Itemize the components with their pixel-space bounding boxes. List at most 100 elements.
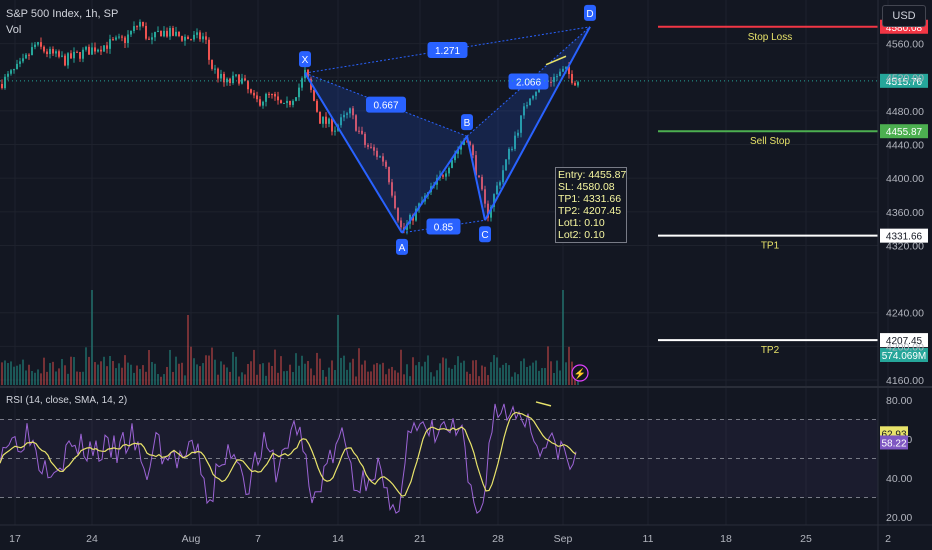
volume-bar: [541, 368, 543, 385]
candle-body: [205, 36, 207, 40]
candle-body: [175, 31, 177, 36]
volume-bar: [487, 375, 489, 385]
candle-body: [394, 195, 396, 209]
volume-bar: [166, 366, 168, 385]
volume-bar: [331, 360, 333, 385]
trade-info-lot2: Lot2: 0.10: [558, 229, 605, 241]
volume-bar: [475, 360, 477, 385]
last-price-tag: [880, 73, 928, 88]
volume-bar: [133, 372, 135, 385]
pattern-point-bg: [461, 114, 473, 131]
volume-bar: [295, 353, 297, 385]
candle-body: [76, 51, 78, 53]
candle-body: [115, 37, 117, 40]
volume-bar: [346, 369, 348, 385]
pattern-ratio-line: [466, 26, 591, 137]
candle-body: [385, 161, 387, 167]
candle-body: [415, 208, 417, 221]
candle-body: [55, 51, 57, 54]
y-tick-label: 4560.00: [886, 39, 924, 51]
candle-body: [4, 76, 6, 89]
candle-body: [43, 46, 45, 52]
candle-body: [148, 38, 150, 40]
ratio-label: 2.066: [516, 77, 541, 88]
candle-body: [280, 100, 282, 104]
volume-bar: [451, 368, 453, 385]
candle-body: [271, 93, 273, 95]
pattern-triangle-bcd: [467, 26, 590, 221]
candle-body: [559, 71, 561, 77]
volume-bar: [445, 358, 447, 385]
candle-body: [502, 170, 504, 183]
candle-body: [40, 42, 42, 47]
y-tick-label: 4360.00: [886, 207, 924, 219]
volume-bar: [409, 376, 411, 385]
candle-body: [457, 149, 459, 154]
candle-body: [286, 100, 288, 103]
volume-bar: [67, 373, 69, 385]
candle-body: [451, 160, 453, 168]
candle-body: [145, 25, 147, 39]
volume-bar: [532, 362, 534, 385]
volume-bar: [4, 360, 6, 385]
candle-body: [301, 78, 303, 88]
x-tick-label: 14: [332, 533, 344, 545]
volume-bar: [136, 365, 138, 385]
level-price-label: 4207.45: [886, 336, 923, 347]
candle-body: [382, 156, 384, 162]
candle-body: [172, 28, 174, 36]
candle-body: [307, 69, 309, 79]
candle-body: [79, 51, 81, 59]
volume-bar: [523, 358, 525, 385]
currency-button[interactable]: USD: [882, 5, 926, 27]
volume-bar: [358, 348, 360, 385]
volume-bar: [49, 363, 51, 385]
volume-bar: [316, 352, 318, 385]
candle-body: [529, 98, 531, 106]
candle-body: [391, 182, 393, 196]
pattern-leg: [401, 135, 468, 234]
candle-body: [526, 105, 528, 107]
ratio-label-bg: [366, 96, 406, 113]
pattern-triangle-xab: [305, 73, 467, 233]
rsi-tick-label: 80.00: [886, 395, 912, 407]
volume-bar: [232, 351, 234, 385]
rsi-ma-value: 62.93: [881, 429, 906, 440]
volume-bar: [175, 356, 177, 385]
candle-body: [220, 73, 222, 79]
trade-info-sl: SL: 4580.08: [558, 181, 615, 193]
volume-bar: [208, 355, 210, 385]
candle-body: [70, 53, 72, 59]
candle-body: [196, 32, 198, 35]
candle-body: [130, 30, 132, 35]
x-tick-label: 28: [492, 533, 504, 545]
volume-bar: [196, 364, 198, 385]
pattern-point-label: A: [399, 243, 406, 254]
volume-bar: [244, 374, 246, 385]
volume-bar: [217, 374, 219, 385]
candle-body: [202, 36, 204, 40]
volume-bar: [460, 362, 462, 385]
candle-body: [250, 89, 252, 93]
volume-bar: [535, 360, 537, 385]
candle-body: [376, 150, 378, 157]
candle-body: [292, 100, 294, 105]
level-name: Sell Stop: [750, 136, 790, 147]
volume-bar: [394, 370, 396, 385]
candle-body: [61, 55, 63, 57]
volume-bar: [34, 372, 36, 385]
candle-body: [118, 36, 120, 38]
candle-body: [331, 118, 333, 132]
volume-bar: [115, 368, 117, 385]
candle-body: [448, 167, 450, 174]
level-price-tag: [880, 124, 928, 139]
volume-bar: [238, 376, 240, 385]
ratio-label-bg: [427, 41, 468, 58]
candle-body: [100, 49, 102, 52]
candle-body: [373, 147, 375, 151]
candle-body: [487, 203, 489, 218]
candle-body: [178, 31, 180, 37]
candle-body: [493, 194, 495, 207]
level-price-tag: [880, 333, 928, 348]
